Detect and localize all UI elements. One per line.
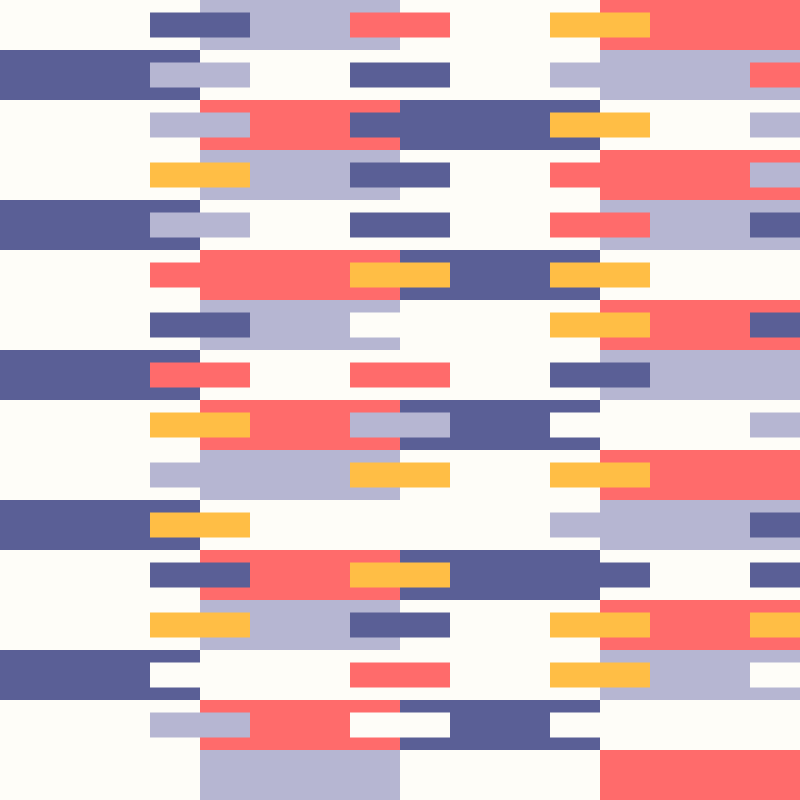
bar: [550, 62, 650, 88]
bar: [750, 312, 800, 338]
bar: [150, 512, 250, 538]
bar: [150, 562, 250, 588]
bar: [350, 362, 450, 388]
bar: [150, 162, 250, 188]
bar: [550, 612, 650, 638]
bar: [550, 212, 650, 238]
bar: [550, 712, 650, 738]
bar: [150, 662, 250, 688]
bar: [150, 712, 250, 738]
bar: [550, 412, 650, 438]
bar: [150, 312, 250, 338]
bar: [350, 462, 450, 488]
bar: [350, 12, 450, 38]
bar: [550, 12, 650, 38]
bar: [750, 662, 800, 688]
bar: [150, 412, 250, 438]
bar: [750, 212, 800, 238]
bar: [550, 562, 650, 588]
bar: [750, 612, 800, 638]
bar: [150, 112, 250, 138]
bar: [550, 362, 650, 388]
block: [200, 750, 400, 800]
bar: [350, 662, 450, 688]
bar: [350, 712, 450, 738]
bar: [150, 212, 250, 238]
bar: [750, 162, 800, 188]
bar: [150, 612, 250, 638]
bar: [550, 462, 650, 488]
block: [600, 750, 800, 800]
bar: [150, 462, 250, 488]
bar: [550, 162, 650, 188]
bar: [550, 312, 650, 338]
bar: [350, 562, 450, 588]
bar: [750, 112, 800, 138]
bar: [750, 412, 800, 438]
bar: [550, 512, 650, 538]
bar: [350, 212, 450, 238]
short-bars: [150, 12, 800, 738]
bar: [150, 12, 250, 38]
bar: [750, 62, 800, 88]
bar: [350, 62, 450, 88]
bar: [350, 412, 450, 438]
bar: [350, 612, 450, 638]
bar: [750, 562, 800, 588]
bar: [550, 662, 650, 688]
bar: [550, 112, 650, 138]
bar: [150, 62, 250, 88]
bar: [150, 262, 250, 288]
bar: [350, 312, 450, 338]
bar: [350, 162, 450, 188]
bar: [350, 112, 450, 138]
bar: [350, 262, 450, 288]
bar: [550, 262, 650, 288]
bar: [150, 362, 250, 388]
bar: [750, 512, 800, 538]
